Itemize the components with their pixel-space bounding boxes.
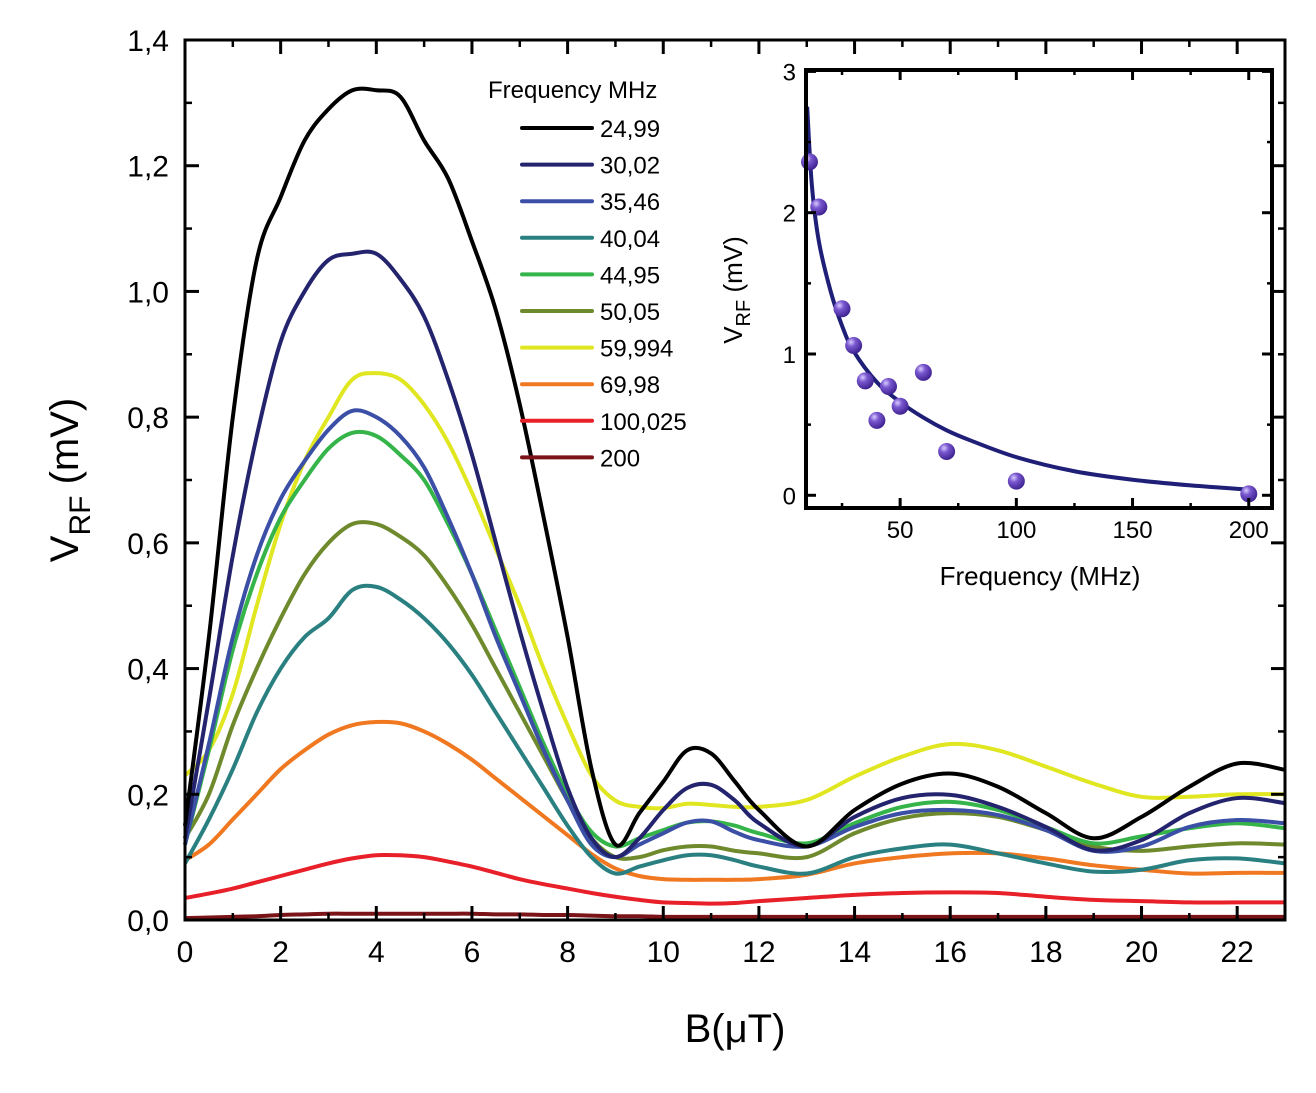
legend-label: 200 [600, 445, 640, 472]
inset-frame [804, 68, 1274, 510]
legend-label: 40,04 [600, 226, 660, 253]
main-x-tick-label: 20 [1125, 936, 1158, 969]
main-y-tick-label: 0,4 [127, 654, 169, 687]
main-x-tick-label: 22 [1220, 936, 1253, 969]
main-y-tick-label: 0,6 [127, 528, 169, 561]
data-point [800, 153, 818, 171]
data-point [880, 377, 898, 395]
data-point [845, 337, 863, 355]
inset-plot: 50 100 150 200 0 1 2 3 Frequency (MHz) VRF (mV) [718, 59, 1274, 591]
data-point [833, 300, 851, 318]
series-line-100-025 [184, 852, 1285, 906]
main-y-axis-title: VRF (mV) [43, 398, 97, 562]
legend-label: 50,05 [600, 299, 660, 326]
series-line-40-04 [183, 583, 1286, 876]
data-point [1240, 485, 1258, 503]
main-plot: 0 2 4 6 8 10 12 14 16 18 20 220,00,20,40,60,81,01,2… [43, 25, 1287, 1051]
inset-y-axis-title: VRF (mV) [718, 236, 755, 344]
series-line-30-02 [183, 249, 1286, 860]
main-x-tick-label: 14 [838, 936, 871, 969]
legend-title: Frequency MHz [488, 77, 657, 104]
data-point [868, 411, 886, 429]
inset-y-tick-label: 2 [783, 201, 796, 228]
inset-x-tick-label: 100 [996, 517, 1036, 544]
main-y-tick-label: 1,4 [127, 25, 169, 58]
main-x-tick-label: 4 [368, 936, 385, 969]
main-y-tick-label: 0,8 [127, 402, 169, 435]
main-x-tick-label: 0 [177, 936, 194, 969]
inset-x-axis-title: Frequency (MHz) [940, 561, 1141, 591]
inset-background [806, 70, 1272, 508]
main-x-tick-label: 6 [464, 936, 481, 969]
legend-label: 44,95 [600, 262, 660, 289]
main-series-group [183, 86, 1286, 921]
inset-axes: 50 100 150 200 0 1 2 3 [783, 59, 1274, 544]
inset-y-tick-label: 1 [783, 342, 796, 369]
legend: Frequency MHz 24,99 30,02 35,46 40,04 44,95 5… [488, 77, 687, 472]
inset-x-tick-label: 150 [1113, 517, 1153, 544]
data-point [938, 442, 956, 460]
inset-y-tick-label: 0 [783, 483, 796, 510]
main-y-tick-label: 0,2 [127, 779, 169, 812]
inset-x-tick-label: 50 [887, 517, 914, 544]
main-y-tick-label: 1,2 [127, 151, 169, 184]
series-line-24-99 [183, 86, 1286, 849]
main-y-tick-label: 0,0 [127, 905, 169, 938]
data-point [1007, 472, 1025, 490]
fit-curve [805, 106, 1249, 492]
main-x-tick-label: 8 [559, 936, 576, 969]
legend-label: 69,98 [600, 372, 660, 399]
data-point [914, 363, 932, 381]
series-line-200 [184, 911, 1285, 921]
data-point [856, 372, 874, 390]
series-line-44-95 [183, 429, 1286, 849]
main-x-tick-label: 18 [1029, 936, 1062, 969]
inset-x-tick-label: 200 [1229, 517, 1269, 544]
legend-label: 100,025 [600, 409, 687, 436]
legend-label: 24,99 [600, 116, 660, 143]
main-axes: 0 2 4 6 8 10 12 14 16 18 20 220,00,20,40,60,81,01,2… [127, 25, 1287, 969]
inset-y-tick-label: 3 [783, 59, 796, 86]
main-x-axis-title: B(μT) [685, 1007, 786, 1051]
data-point [891, 397, 909, 415]
legend-label: 35,46 [600, 189, 660, 216]
inset-series-group [800, 106, 1258, 503]
legend-label: 59,994 [600, 336, 673, 363]
main-x-tick-label: 12 [742, 936, 775, 969]
legend-label: 30,02 [600, 153, 660, 180]
series-line-35-46 [183, 408, 1286, 860]
main-x-tick-label: 10 [647, 936, 680, 969]
main-y-tick-label: 1,0 [127, 276, 169, 309]
main-x-tick-label: 16 [934, 936, 967, 969]
main-x-tick-label: 2 [272, 936, 289, 969]
